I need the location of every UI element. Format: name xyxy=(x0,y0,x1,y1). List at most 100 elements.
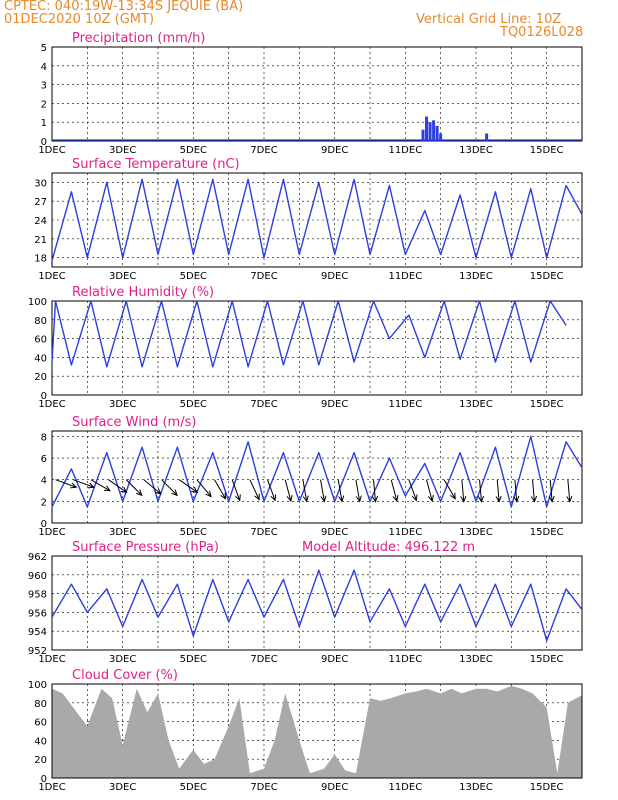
pres-xtick-label: 15DEC xyxy=(530,654,564,665)
cloud-xtick-label: 7DEC xyxy=(250,782,277,793)
temp-title: Surface Temperature (nC) xyxy=(72,157,240,172)
wind-arrow-head xyxy=(530,495,538,503)
wind-arrow-head xyxy=(548,495,555,503)
wind-arrow xyxy=(532,479,535,502)
pres-ytick-label: 954 xyxy=(28,627,47,638)
precip-bar xyxy=(428,122,432,141)
wind-arrow xyxy=(284,479,292,502)
pres-xtick-label: 7DEC xyxy=(250,654,277,665)
wind-xtick-label: 7DEC xyxy=(250,527,277,538)
date-header: 01DEC2020 10Z (GMT) xyxy=(4,12,155,27)
temp-ytick-label: 24 xyxy=(34,216,47,227)
wind-arrow-head xyxy=(191,486,199,493)
temp-xtick-label: 1DEC xyxy=(38,271,65,282)
rh-xtick-label: 3DEC xyxy=(109,399,136,410)
wind-arrow-head xyxy=(566,495,573,503)
temp-ytick-label: 27 xyxy=(34,197,47,208)
precip-ytick-label: 0 xyxy=(41,137,47,148)
cloud-xtick-label: 13DEC xyxy=(459,782,493,793)
wind-arrow-head xyxy=(427,494,434,503)
wind-arrow xyxy=(496,479,500,502)
wind-arrow xyxy=(390,479,398,502)
wind-arrow-head xyxy=(302,495,309,503)
wind-arrow-head xyxy=(392,494,399,503)
wind-arrow xyxy=(549,479,553,502)
wind-arrow xyxy=(249,479,260,500)
rh-xtick-label: 1DEC xyxy=(38,399,65,410)
rh-xtick-label: 7DEC xyxy=(250,399,277,410)
precip-panel xyxy=(51,46,583,142)
wind-arrow-head xyxy=(254,493,260,501)
wind-arrow xyxy=(479,479,482,502)
rh-panel xyxy=(51,300,583,396)
precip-bar xyxy=(425,116,429,141)
pres-ytick-label: 956 xyxy=(28,608,47,619)
model-code: TQ0126L028 xyxy=(500,25,584,40)
temp-ytick-label: 30 xyxy=(34,178,47,189)
precip-xtick-label: 11DEC xyxy=(388,145,422,156)
temp-xtick-label: 15DEC xyxy=(530,271,564,282)
wind-arrow xyxy=(125,479,143,496)
pres-xtick-label: 11DEC xyxy=(388,654,422,665)
cloud-panel xyxy=(51,683,583,779)
precip-ytick-label: 4 xyxy=(41,62,47,73)
cloud-xtick-label: 11DEC xyxy=(388,782,422,793)
wind-arrow-head xyxy=(103,485,111,492)
wind-arrow-head xyxy=(411,494,418,502)
rh-ytick-label: 100 xyxy=(28,297,47,308)
wind-arrow-head xyxy=(460,495,467,503)
temp-ytick-label: 18 xyxy=(34,254,47,265)
wind-arrow-head xyxy=(286,494,293,503)
pres-ytick-label: 960 xyxy=(28,571,47,582)
wind-arrow-head xyxy=(220,492,227,500)
temp-xtick-label: 11DEC xyxy=(388,271,422,282)
precip-bar xyxy=(421,129,425,141)
cloud-xtick-label: 15DEC xyxy=(530,782,564,793)
precip-bar xyxy=(439,133,443,141)
precip-bar xyxy=(485,133,489,141)
wind-arrow-head xyxy=(70,482,78,489)
cloud-ytick-label: 60 xyxy=(34,718,47,729)
cloud-xtick-label: 9DEC xyxy=(321,782,348,793)
wind-ytick-label: 0 xyxy=(41,519,47,530)
temp-panel xyxy=(51,172,583,268)
wind-arrow xyxy=(443,479,456,500)
pres-xtick-label: 13DEC xyxy=(459,654,493,665)
wind-arrow xyxy=(461,479,465,502)
cloud-ytick-label: 20 xyxy=(34,755,47,766)
precip-xtick-label: 3DEC xyxy=(109,145,136,156)
wind-arrow xyxy=(514,479,518,502)
wind-arrow xyxy=(178,479,198,493)
precip-xtick-label: 5DEC xyxy=(180,145,207,156)
pres-ytick-label: 952 xyxy=(28,646,47,657)
wind-xtick-label: 5DEC xyxy=(180,527,207,538)
station-header: CPTEC: 040:19W-13:34S JEQUIE (BA) xyxy=(4,0,244,14)
wind-arrow xyxy=(320,479,325,502)
pres-xtick-label: 9DEC xyxy=(321,654,348,665)
wind-arrow-head xyxy=(371,495,379,503)
wind-arrow-head xyxy=(477,495,485,503)
wind-arrow-head xyxy=(513,495,520,503)
rh-xtick-label: 15DEC xyxy=(530,399,564,410)
precip-frame xyxy=(51,46,583,142)
pres-ytick-label: 962 xyxy=(28,552,47,563)
rh-title: Relative Humidity (%) xyxy=(72,285,214,300)
cloud-xtick-label: 1DEC xyxy=(38,782,65,793)
wind-arrow-head xyxy=(171,489,178,497)
wind-arrow xyxy=(267,479,276,501)
wind-xtick-label: 9DEC xyxy=(321,527,348,538)
precip-bar xyxy=(432,120,436,141)
wind-xtick-label: 11DEC xyxy=(388,527,422,538)
wind-arrow-head xyxy=(270,494,277,502)
cloud-xtick-label: 5DEC xyxy=(180,782,207,793)
precip-title: Precipitation (mm/h) xyxy=(72,31,205,46)
cloud-ytick-label: 100 xyxy=(28,680,47,691)
rh-series-line xyxy=(51,300,567,368)
precip-xtick-label: 13DEC xyxy=(459,145,493,156)
pres-extra-label: Model Altitude: 496.122 m xyxy=(302,540,475,555)
wind-title: Surface Wind (m/s) xyxy=(72,415,196,430)
temp-xtick-label: 3DEC xyxy=(109,271,136,282)
wind-arrow xyxy=(73,479,95,488)
wind-arrow xyxy=(408,479,417,501)
